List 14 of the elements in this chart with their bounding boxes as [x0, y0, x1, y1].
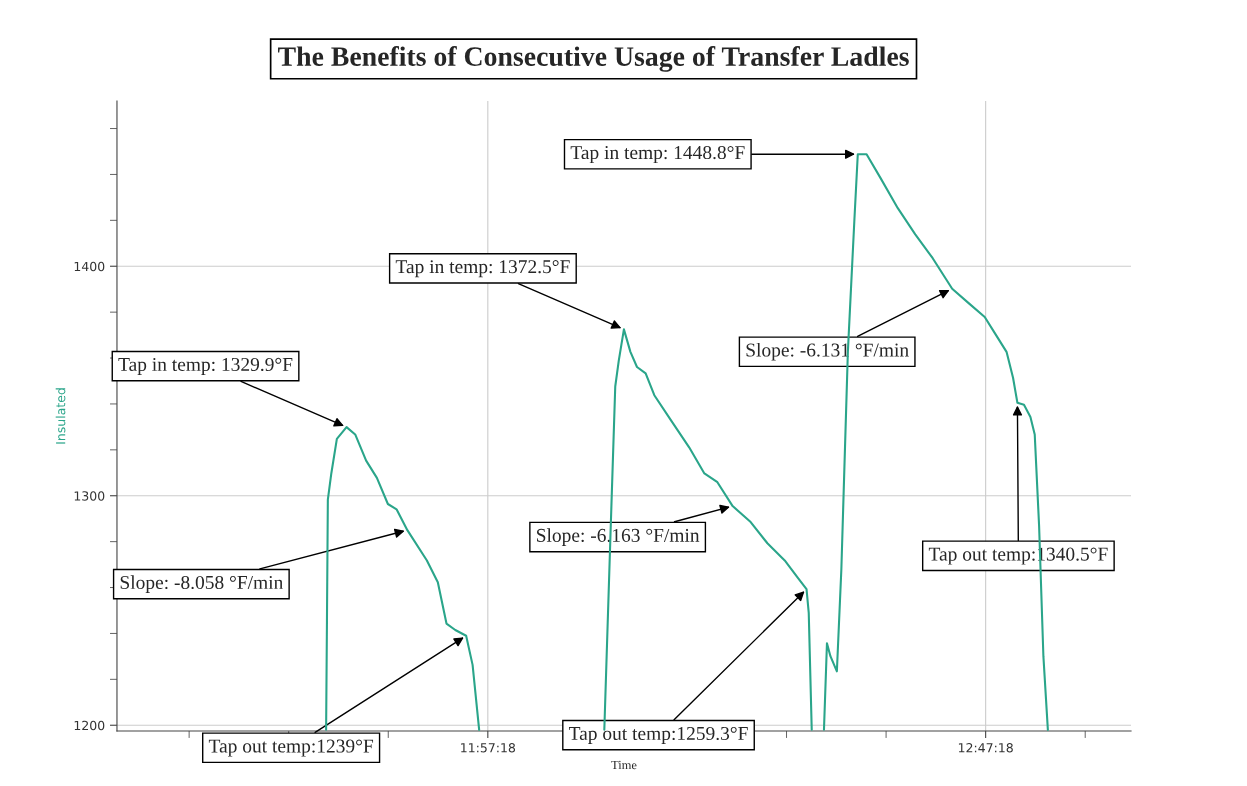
y-tick-label: 1200: [74, 720, 105, 731]
annotation: Tap out temp:1239°F: [208, 739, 374, 757]
annotation: Tap in temp: 1448.8°F: [570, 145, 745, 164]
annotation: Tap in temp: 1372.5°F: [395, 260, 570, 278]
y-tick-label: 1400: [74, 261, 105, 272]
annotation: Tap out temp:1259.3°F: [568, 726, 748, 744]
chart-title: The Benefits of Consecutive Usage of Transfer Ladles: [278, 46, 909, 72]
annotation: Tap in temp: 1329.9°F: [118, 357, 293, 375]
x-tick-label: 11:57:18: [461, 743, 516, 753]
y-tick-label: 1300: [74, 491, 105, 501]
x-axis-title: Time: [611, 760, 637, 770]
x-tick-label: 12:47:18: [958, 743, 1013, 753]
y-axis-title: Insulated: [55, 388, 66, 444]
annotation: Slope: -8.058 °F/min: [120, 575, 284, 593]
